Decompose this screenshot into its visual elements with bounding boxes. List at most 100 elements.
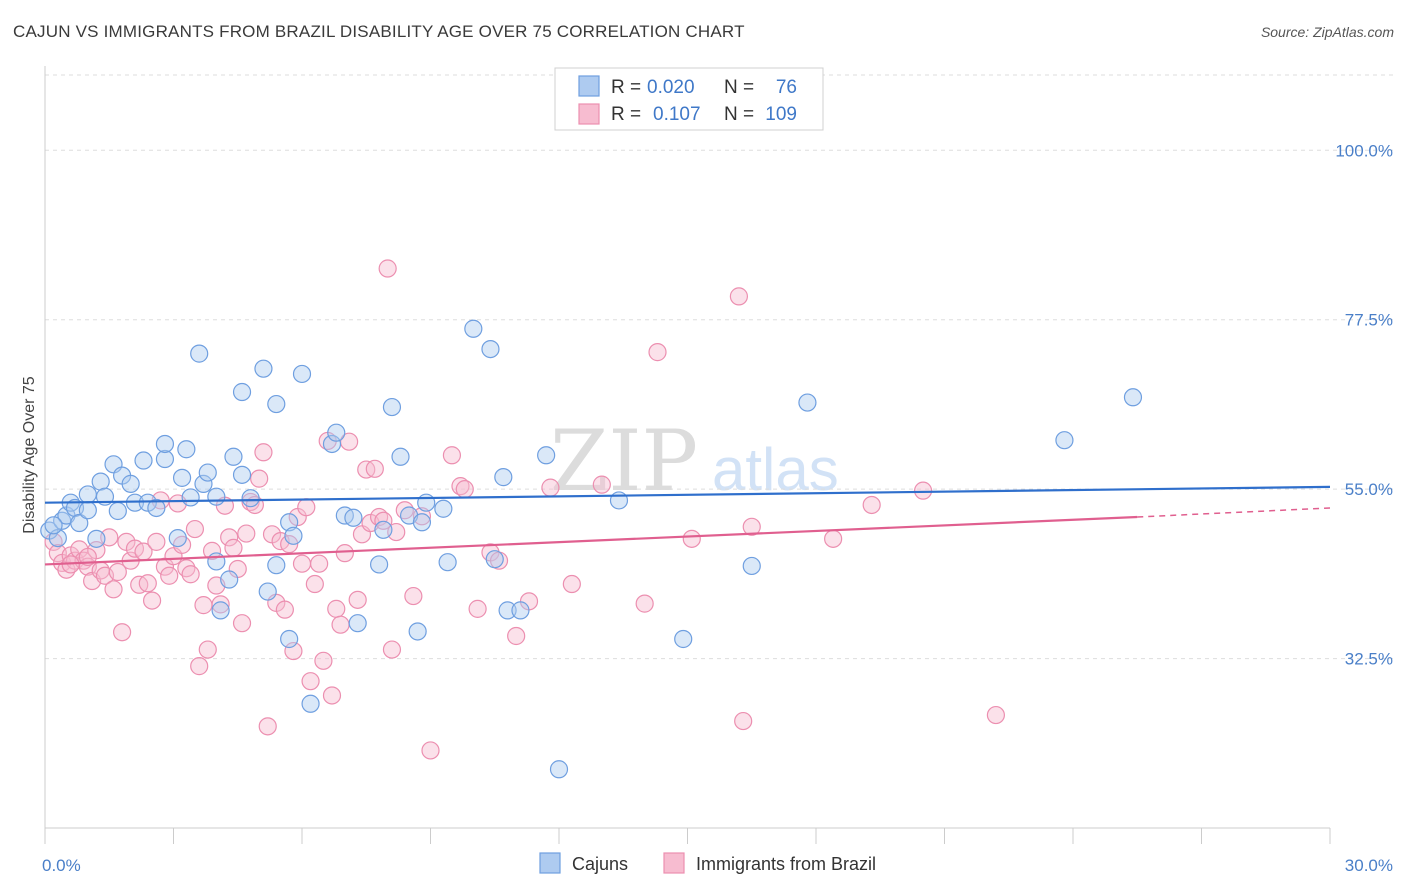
brazil-point	[365, 459, 384, 478]
brazil-point	[104, 580, 123, 599]
brazil-point	[468, 599, 487, 618]
cajun-point	[280, 513, 299, 532]
cajun-point	[254, 359, 273, 378]
cajun-point	[344, 508, 363, 527]
brazil-point	[112, 623, 132, 642]
cajun-point	[327, 423, 346, 442]
legend-swatch-brazil	[578, 103, 600, 125]
cajun-point	[207, 487, 226, 506]
brazil-point	[292, 554, 312, 573]
y-tick-labels: 32.5% 55.0% 77.5% 100.0%	[1335, 141, 1393, 668]
cajun-point	[211, 601, 230, 620]
brazil-point	[147, 532, 166, 551]
bottom-legend-label-brazil: Immigrants from Brazil	[696, 854, 876, 874]
cajun-point	[172, 468, 192, 487]
cajun-point	[220, 570, 239, 589]
brazil-point	[224, 538, 243, 557]
legend-n-value-cajun: 76	[776, 77, 797, 98]
brazil-point	[190, 657, 209, 676]
cajun-point	[537, 446, 556, 465]
cajun-point	[190, 344, 209, 363]
brazil-point	[301, 672, 320, 691]
cajun-point	[494, 468, 513, 487]
cajun-point	[742, 556, 761, 576]
gridlines	[45, 74, 1395, 660]
brazil-point	[211, 595, 230, 614]
cajun-point	[78, 501, 97, 520]
cajun-point	[1123, 388, 1143, 407]
y-tick-label: 100.0%	[1335, 141, 1393, 160]
cajun-point	[267, 556, 286, 575]
legend-r-value-cajun: 0.020	[647, 77, 695, 98]
cajun-point	[798, 393, 817, 412]
cajun-point	[108, 501, 127, 521]
brazil-point	[322, 686, 342, 705]
brazil-point	[729, 287, 749, 306]
cajun-point	[87, 529, 106, 548]
cajun-point	[177, 440, 196, 459]
brazil-point	[284, 641, 303, 661]
cajun-point	[267, 394, 286, 414]
x-tick-label: 0.0%	[42, 856, 81, 875]
cajun-point	[70, 513, 89, 533]
brazil-point	[220, 528, 239, 547]
brazil-point	[181, 565, 200, 584]
bottom-legend-swatch-cajun	[539, 852, 561, 874]
brazil-point	[648, 343, 667, 362]
brazil-point	[824, 529, 843, 548]
bottom-legend: Cajuns Immigrants from Brazil	[539, 852, 876, 874]
cajun-point	[147, 498, 166, 518]
brazil-point	[348, 590, 367, 609]
cajun-point	[224, 447, 243, 466]
axes	[44, 66, 1331, 844]
brazil-point	[412, 507, 432, 526]
brazil-point	[455, 480, 474, 499]
brazil-point	[275, 600, 294, 619]
cajun-point	[348, 614, 367, 633]
legend-r-label-cajun: R =	[611, 77, 641, 98]
brazil-point	[232, 614, 252, 633]
brazil-point	[335, 544, 354, 563]
brazil-point	[682, 529, 701, 548]
brazil-point	[250, 469, 269, 488]
cajun-point	[134, 451, 153, 470]
brazil-point	[138, 574, 157, 593]
brazil-point	[310, 554, 329, 573]
bottom-legend-swatch-brazil	[663, 852, 685, 874]
brazil-point	[862, 495, 881, 515]
brazil-point	[327, 599, 346, 618]
legend-n-value-brazil: 109	[765, 104, 797, 125]
brazil-point	[305, 574, 324, 594]
cajun-point	[284, 526, 303, 545]
brazil-point	[507, 626, 526, 646]
brazil-point	[913, 481, 933, 500]
cajun-point	[322, 434, 342, 454]
brazil-point	[160, 566, 179, 585]
cajun-point	[241, 489, 260, 508]
cajun-point	[374, 520, 393, 539]
cajun-point	[292, 364, 312, 384]
brazil-point	[314, 651, 333, 670]
brazil-point	[986, 705, 1006, 725]
cajun-point	[138, 493, 157, 512]
brazil-trendline	[44, 515, 1138, 566]
brazil-point	[202, 541, 222, 560]
cajun-point	[438, 553, 457, 572]
cajun-point	[44, 516, 63, 535]
cajun-point	[485, 550, 504, 569]
brazil-point	[592, 475, 611, 494]
brazil-point	[734, 711, 753, 731]
legend-box: R = 0.020 N = 76 R = 0.107 N = 109	[554, 67, 824, 131]
y-tick-label: 32.5%	[1345, 650, 1393, 669]
source-label: Source: ZipAtlas.com	[1260, 24, 1394, 40]
x-tick-labels: 0.0% 30.0%	[42, 856, 1393, 875]
cajun-point	[370, 555, 389, 574]
watermark-atlas: atlas	[712, 436, 839, 503]
cajun-point	[232, 382, 252, 402]
cajun-point	[674, 629, 693, 649]
brazil-point	[280, 535, 299, 554]
cajun-point	[181, 488, 200, 507]
bottom-legend-label-cajun: Cajuns	[572, 854, 628, 874]
brazil-point	[562, 574, 581, 594]
brazil-point	[635, 594, 654, 613]
